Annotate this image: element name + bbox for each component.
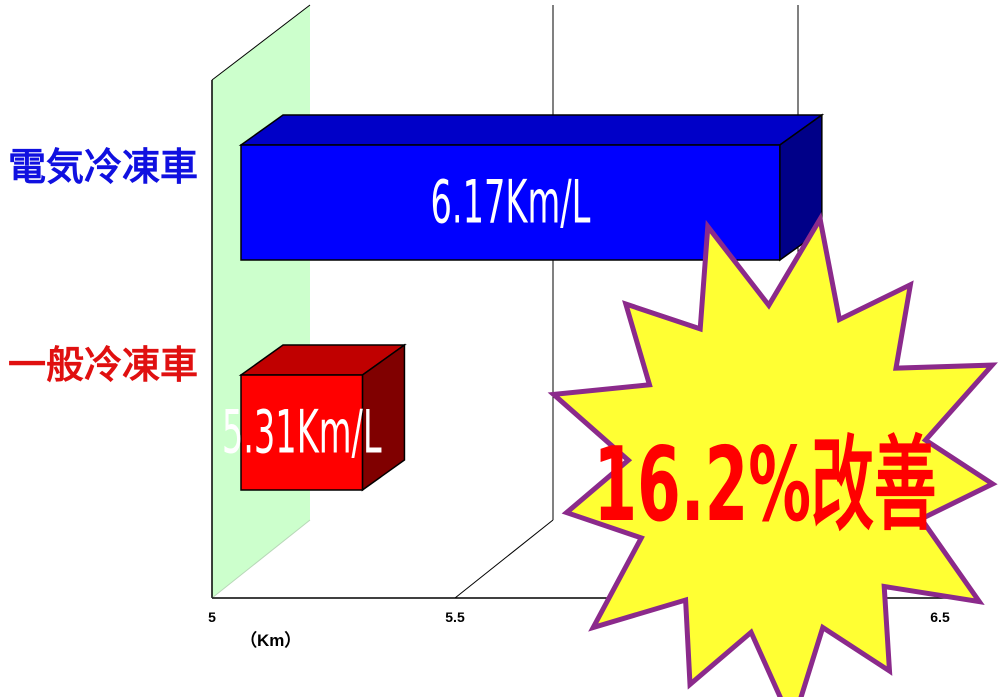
tick-label-6-5: 6.5 [930, 609, 950, 625]
bar-value-label-0: 6.17Km/L [431, 167, 591, 236]
bar-0 [240, 144, 781, 261]
tick-label-5-5: 5.5 [445, 609, 465, 625]
category-label-electric: 電気冷凍車 [8, 145, 198, 189]
category-label-conventional: 一般冷凍車 [8, 343, 198, 387]
bar-top-0 [238, 114, 825, 146]
improvement-starburst [547, 212, 998, 697]
gridline-5-5 [454, 519, 554, 599]
improvement-text: 16.2%改善 [594, 426, 937, 545]
axis-floor [211, 519, 311, 599]
tick-label-5: 5 [208, 609, 216, 625]
bar-value-label-1: 5.31Km/L [222, 397, 382, 466]
back-wall [212, 5, 310, 598]
bar-1 [240, 374, 364, 491]
axis-back-top [211, 4, 311, 81]
x-axis-label: （Km） [240, 630, 301, 650]
